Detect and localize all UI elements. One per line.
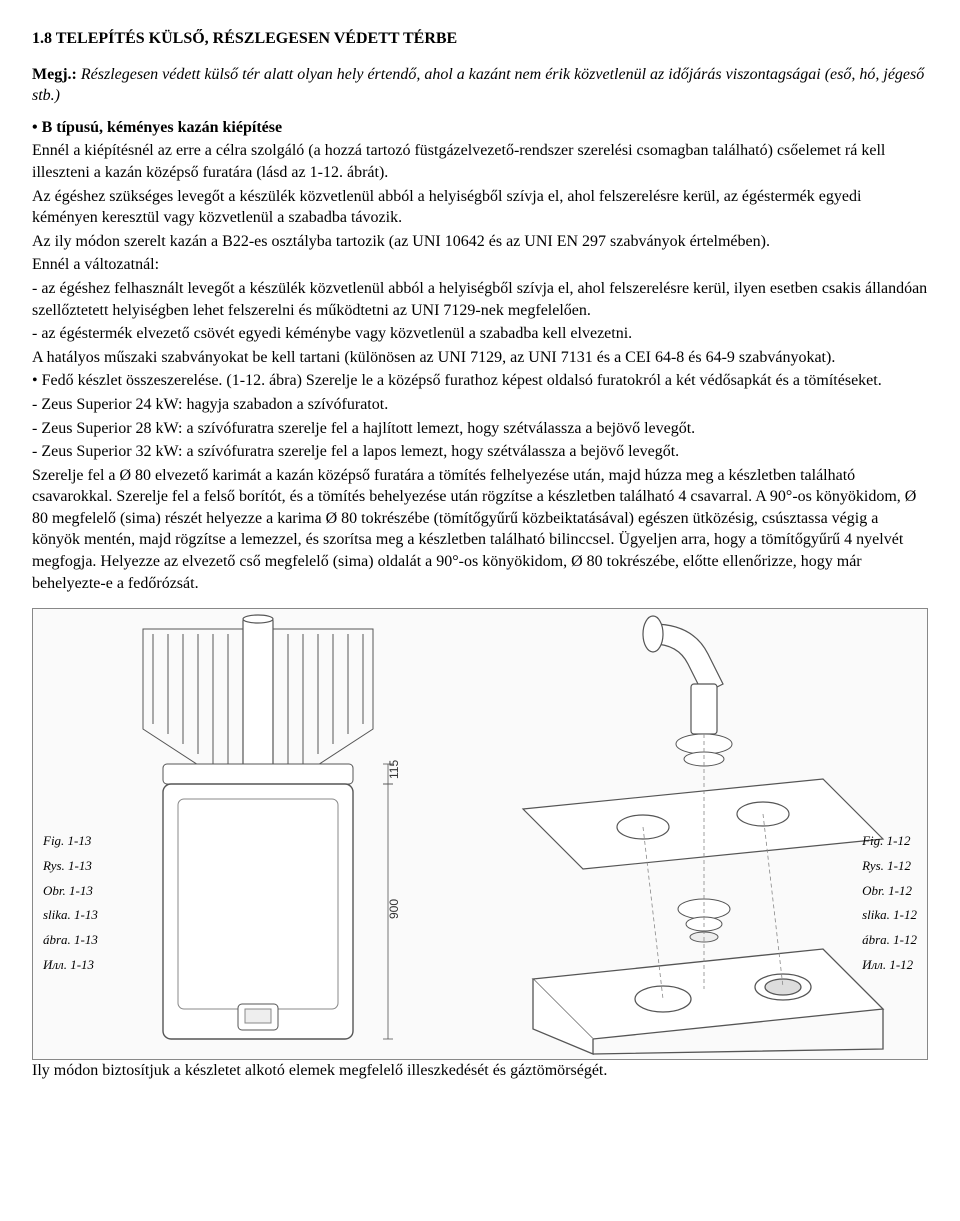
paragraph-8: • Fedő készlet összeszerelése. (1-12. áb… — [32, 370, 928, 392]
paragraph-9: - Zeus Superior 24 kW: hagyja szabadon a… — [32, 394, 928, 416]
note-block: Megj.: Részlegesen védett külső tér alat… — [32, 64, 928, 107]
dim-115: 115 — [387, 760, 401, 779]
fig-label-right-3: slika. 1-12 — [862, 903, 917, 928]
paragraph-1: Ennél a kiépítésnél az erre a célra szol… — [32, 140, 928, 183]
section-title: 1.8 TELEPÍTÉS KÜLSŐ, RÉSZLEGESEN VÉDETT … — [32, 28, 928, 50]
paragraph-11: - Zeus Superior 32 kW: a szívófuratra sz… — [32, 441, 928, 463]
bullet-b-type-title: • B típusú, kéményes kazán kiépítése — [32, 119, 282, 136]
paragraph-10: - Zeus Superior 28 kW: a szívófuratra sz… — [32, 418, 928, 440]
paragraph-7: A hatályos műszaki szabványokat be kell … — [32, 347, 928, 369]
fig-label-left-3: slika. 1-13 — [43, 903, 98, 928]
paragraph-4: Ennél a változatnál: — [32, 254, 928, 276]
figure-labels-left: Fig. 1-13 Rys. 1-13 Obr. 1-13 slika. 1-1… — [43, 829, 98, 977]
paragraph-2: Az égéshez szükséges levegőt a készülék … — [32, 186, 928, 229]
fig-label-left-0: Fig. 1-13 — [43, 829, 98, 854]
paragraph-5: - az égéshez felhasznált levegőt a készü… — [32, 278, 928, 321]
paragraph-3: Az ily módon szerelt kazán a B22-es oszt… — [32, 231, 928, 253]
paragraph-6: - az égéstermék elvezető csövét egyedi k… — [32, 323, 928, 345]
figure-area: 115 900 — [32, 608, 928, 1060]
dim-900: 900 — [387, 899, 401, 919]
fig-label-left-4: ábra. 1-13 — [43, 928, 98, 953]
note-label: Megj.: — [32, 66, 77, 83]
fig-label-right-1: Rys. 1-12 — [862, 854, 917, 879]
fig-label-left-2: Obr. 1-13 — [43, 879, 98, 904]
bullet-b-type: • B típusú, kéményes kazán kiépítése — [32, 117, 928, 139]
figure-labels-right: Fig. 1-12 Rys. 1-12 Obr. 1-12 slika. 1-1… — [862, 829, 917, 977]
fig-label-left-5: Илл. 1-13 — [43, 953, 98, 978]
fig-label-right-0: Fig. 1-12 — [862, 829, 917, 854]
note-text: Részlegesen védett külső tér alatt olyan… — [32, 66, 924, 105]
fig-label-right-5: Илл. 1-12 — [862, 953, 917, 978]
closing-line: Ily módon biztosítjuk a készletet alkotó… — [32, 1060, 928, 1082]
fig-label-right-4: ábra. 1-12 — [862, 928, 917, 953]
paragraph-12: Szerelje fel a Ø 80 elvezető karimát a k… — [32, 465, 928, 595]
fig-label-left-1: Rys. 1-13 — [43, 854, 98, 879]
fig-label-right-2: Obr. 1-12 — [862, 879, 917, 904]
figure-svg: 115 900 — [33, 609, 927, 1057]
